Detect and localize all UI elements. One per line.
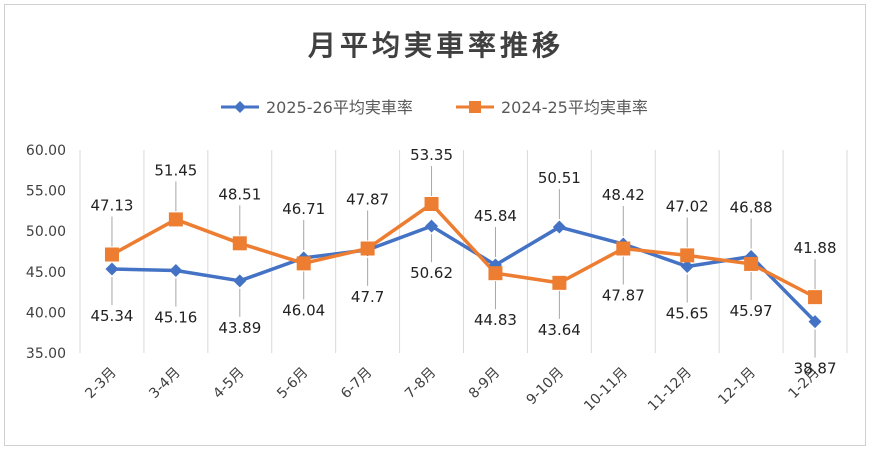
y-tick-label: 55.00 bbox=[26, 184, 66, 200]
data-label: 45.34 bbox=[90, 307, 133, 325]
data-label: 48.51 bbox=[218, 185, 261, 203]
x-tick-label: 6-7月 bbox=[338, 365, 375, 402]
data-point-square bbox=[360, 241, 375, 256]
plot-area: 60.00 55.00 50.00 45.00 40.00 35.00 2-3月 3-4月 4-… bbox=[26, 143, 848, 415]
data-point-square bbox=[808, 290, 823, 305]
data-label: 46.88 bbox=[730, 199, 773, 217]
chart-title: 月平均実車率推移 bbox=[307, 29, 564, 62]
data-label: 44.83 bbox=[474, 311, 517, 329]
data-point-diamond bbox=[552, 220, 566, 234]
data-label: 47.87 bbox=[346, 190, 389, 208]
legend-marker-square bbox=[469, 101, 481, 113]
x-tick-label: 7-8月 bbox=[402, 365, 439, 402]
data-label: 45.84 bbox=[474, 207, 517, 225]
series-line-2025-26 bbox=[111, 224, 817, 323]
series-line-2024-25 bbox=[111, 202, 816, 299]
legend-item-2024-25: 2024-25平均実車率 bbox=[456, 98, 648, 117]
data-point-square bbox=[552, 275, 567, 290]
data-point-square bbox=[168, 212, 183, 227]
data-label: 43.89 bbox=[218, 319, 261, 337]
data-label: 47.13 bbox=[90, 197, 133, 215]
data-point-diamond bbox=[680, 260, 694, 274]
x-tick-label: 10-11月 bbox=[581, 365, 631, 415]
data-label: 47.02 bbox=[666, 197, 709, 215]
x-tick-label: 12-1月 bbox=[715, 365, 759, 409]
data-label: 45.16 bbox=[154, 309, 197, 327]
data-point-square bbox=[488, 266, 503, 281]
y-tick-label: 45.00 bbox=[26, 265, 66, 281]
data-label: 45.65 bbox=[666, 305, 709, 323]
y-tick-label: 60.00 bbox=[26, 143, 66, 159]
data-point-square bbox=[616, 241, 631, 256]
data-label: 46.04 bbox=[282, 301, 325, 319]
y-tick-label: 40.00 bbox=[26, 305, 66, 321]
data-label: 43.64 bbox=[538, 321, 581, 339]
data-point-diamond bbox=[105, 262, 119, 276]
data-point-square bbox=[744, 256, 759, 271]
legend-label-2024-25: 2024-25平均実車率 bbox=[501, 98, 648, 117]
x-tick-label: 5-6月 bbox=[274, 365, 311, 402]
data-point-square bbox=[104, 247, 119, 262]
data-label: 38.87 bbox=[794, 360, 837, 378]
data-label: 51.45 bbox=[154, 161, 197, 179]
data-point-diamond bbox=[233, 274, 247, 288]
legend-label-2025-26: 2025-26平均実車率 bbox=[266, 98, 413, 117]
legend-item-2025-26: 2025-26平均実車率 bbox=[221, 98, 413, 117]
data-label: 41.88 bbox=[794, 239, 837, 257]
x-tick-label: 8-9月 bbox=[466, 365, 503, 402]
data-label: 50.62 bbox=[410, 264, 453, 282]
data-point-square bbox=[424, 196, 439, 211]
legend: 2025-26平均実車率 2024-25平均実車率 bbox=[221, 98, 648, 117]
data-point-diamond bbox=[425, 219, 439, 233]
data-label: 48.42 bbox=[602, 186, 645, 204]
data-label: 50.51 bbox=[538, 169, 581, 187]
data-label: 47.87 bbox=[602, 286, 645, 304]
data-label: 45.97 bbox=[730, 302, 773, 320]
y-tick-label: 50.00 bbox=[26, 224, 66, 240]
y-tick-label: 35.00 bbox=[26, 346, 66, 362]
data-point-square bbox=[296, 256, 311, 271]
x-tick-label: 3-4月 bbox=[146, 365, 183, 402]
x-tick-label: 4-5月 bbox=[210, 365, 247, 402]
data-point-diamond bbox=[808, 315, 822, 329]
data-point-diamond bbox=[169, 264, 183, 278]
data-label: 46.71 bbox=[282, 200, 325, 218]
data-point-square bbox=[680, 248, 695, 263]
data-point-square bbox=[232, 236, 247, 251]
x-tick-label: 2-3月 bbox=[82, 365, 119, 402]
data-label: 47.7 bbox=[351, 288, 384, 306]
legend-marker-diamond bbox=[234, 101, 246, 113]
x-tick-label: 11-12月 bbox=[645, 365, 695, 415]
data-label: 53.35 bbox=[410, 146, 453, 164]
x-tick-label: 9-10月 bbox=[524, 365, 568, 409]
